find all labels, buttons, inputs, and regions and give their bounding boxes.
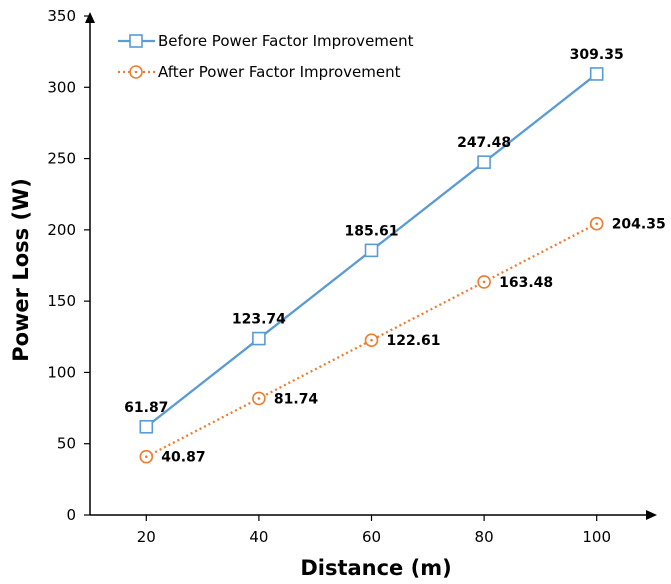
y-tick-label: 150 — [47, 292, 76, 310]
y-tick-label: 50 — [57, 435, 76, 453]
data-label: 163.48 — [499, 275, 553, 291]
x-tick-label: 40 — [249, 528, 268, 546]
circle-marker-dot — [134, 70, 138, 74]
x-tick-label: 100 — [582, 528, 611, 546]
x-axis-title: Distance (m) — [300, 556, 451, 580]
data-label: 123.74 — [232, 312, 286, 328]
legend-label: After Power Factor Improvement — [158, 63, 401, 81]
square-marker — [364, 243, 379, 258]
y-tick-label: 200 — [47, 221, 76, 239]
y-ticks: 0 50 100 150 200 250 300 350 — [47, 7, 90, 524]
data-label: 185.61 — [344, 223, 398, 239]
circle-marker-dot — [257, 397, 261, 400]
square-marker — [589, 67, 604, 81]
legend-label: Before Power Factor Improvement — [158, 32, 414, 50]
y-tick-label: 350 — [47, 7, 76, 25]
data-label: 309.35 — [570, 47, 624, 63]
x-ticks: 20 40 60 80 100 — [137, 515, 611, 546]
y-axis-title: Power Loss (W) — [9, 178, 33, 362]
circle-marker-dot — [595, 222, 598, 225]
y-axis-arrow — [85, 12, 95, 23]
legend: Before Power Factor Improvement After Pow… — [118, 32, 414, 81]
square-marker — [477, 155, 491, 169]
square-marker — [139, 419, 154, 434]
x-tick-label: 20 — [137, 528, 156, 546]
data-label: 81.74 — [274, 391, 319, 407]
axes — [85, 12, 657, 520]
x-tick-label: 80 — [475, 528, 494, 546]
circle-marker-dot — [145, 455, 148, 459]
plot-area: 61.87 123.74 185.61 247.48 309.35 40.87 81.74 1… — [124, 47, 666, 466]
y-tick-label: 300 — [47, 78, 76, 96]
y-tick-label: 250 — [47, 150, 76, 168]
legend-item: Before Power Factor Improvement — [118, 32, 414, 50]
legend-item: After Power Factor Improvement — [118, 63, 401, 81]
data-label: 122.61 — [387, 333, 441, 349]
circle-marker-dot — [370, 338, 373, 342]
square-marker — [252, 331, 266, 346]
series-2: 40.87 81.74 122.61 163.48 204.35 — [139, 217, 666, 466]
square-marker — [129, 34, 143, 48]
y-tick-label: 0 — [66, 506, 76, 524]
data-label: 40.87 — [161, 450, 205, 466]
data-label: 204.35 — [612, 217, 666, 233]
data-label: 247.48 — [457, 135, 511, 151]
y-tick-label: 100 — [47, 363, 76, 381]
circle-marker-dot — [482, 280, 486, 284]
series-1: 61.87 123.74 185.61 247.48 309.35 — [124, 47, 624, 434]
data-label: 61.87 — [124, 400, 168, 416]
x-axis-arrow — [646, 510, 657, 520]
x-tick-label: 60 — [362, 528, 381, 546]
